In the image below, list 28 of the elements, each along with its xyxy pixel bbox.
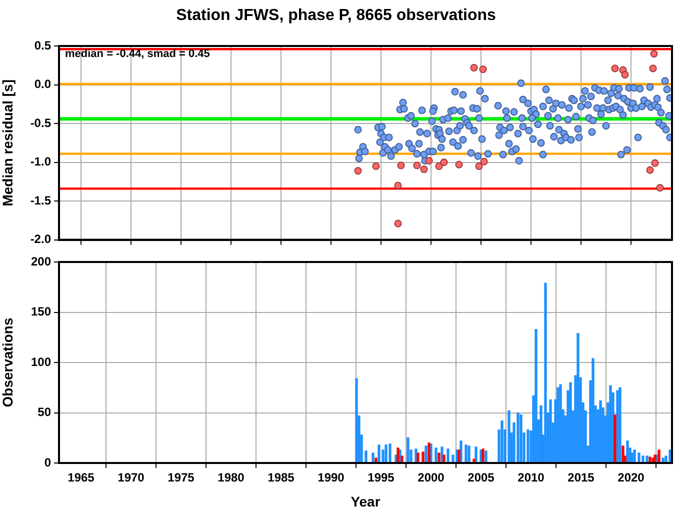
y-axis-title: Observations [0, 318, 16, 408]
x-tick-label: 2010 [518, 470, 545, 485]
y-tick-label: -1.0 [30, 154, 52, 169]
x-tick-label: 1970 [118, 470, 145, 485]
x-tick-label: 2005 [468, 470, 495, 485]
y-tick-label: 100 [30, 354, 52, 369]
chart-title: Station JFWS, phase P, 8665 observations [176, 7, 496, 24]
x-tick-label: 2020 [618, 470, 645, 485]
y-tick-label: 150 [30, 304, 52, 319]
y-tick-label: -2.0 [30, 232, 52, 246]
y-tick-label: 50 [38, 405, 52, 420]
x-tick-label: 1975 [168, 470, 195, 485]
y-axis-title: Median residual [s] [0, 79, 16, 206]
x-tick-label: 2000 [418, 470, 445, 485]
y-tick-label: -0.5 [30, 116, 52, 130]
x-tick-label: 1995 [368, 470, 395, 485]
x-axis-title: Year [350, 493, 381, 510]
y-tick-label: 0 [44, 455, 52, 470]
x-tick-label: 1965 [68, 470, 95, 485]
x-tick-label: 1990 [318, 470, 345, 485]
x-tick-label: 1980 [218, 470, 245, 485]
x-tick-label: 1985 [268, 470, 295, 485]
y-tick-label: 0.0 [34, 77, 52, 92]
annotation: median = -0.44, smad = 0.45 [65, 48, 210, 60]
y-tick-label: 0.5 [34, 38, 52, 52]
y-tick-label: -1.5 [30, 193, 52, 208]
x-tick-label: 2015 [568, 470, 595, 485]
y-tick-label: 200 [30, 254, 52, 268]
